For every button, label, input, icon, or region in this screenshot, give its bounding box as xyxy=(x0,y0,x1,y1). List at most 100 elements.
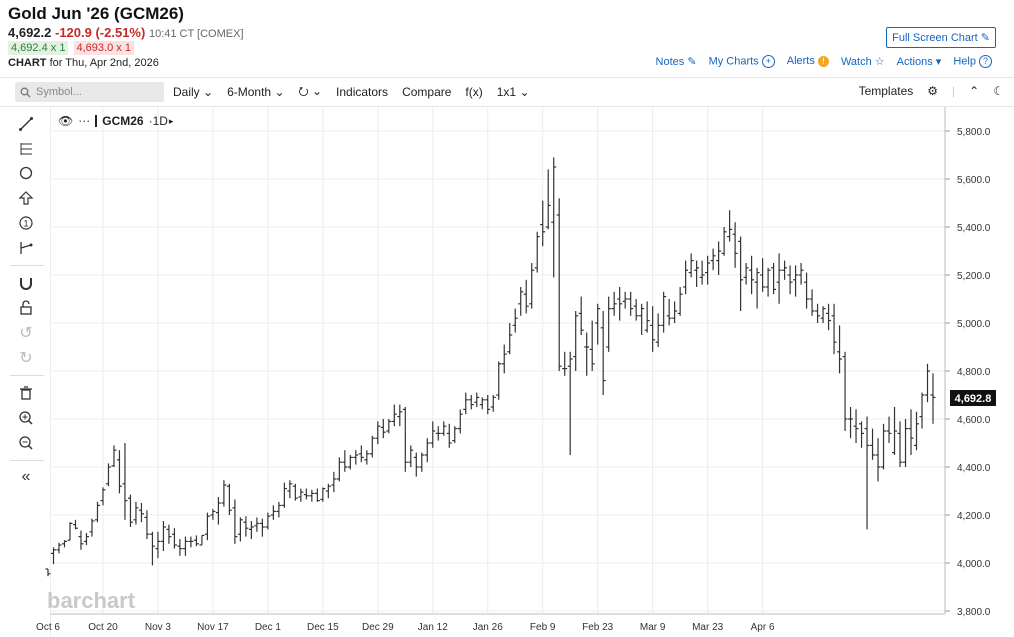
ohlc-bar xyxy=(848,407,854,439)
bar-type-dropdown[interactable]: ⭮ ⌄ xyxy=(299,82,323,103)
toolbar-right: Templates ⚙ | ⌃ ☾ xyxy=(859,84,1004,98)
ohlc-bar xyxy=(919,392,925,429)
notes-link[interactable]: Notes ✎ xyxy=(656,55,697,68)
price-bars xyxy=(45,157,936,577)
ohlc-bar xyxy=(419,452,425,472)
ohlc-bar xyxy=(138,503,144,523)
pencil-icon: ✎ xyxy=(980,32,990,44)
drawing-toolbar: 1 ↺ ↻ « xyxy=(0,107,51,637)
fx-button[interactable]: f(x) xyxy=(465,85,483,99)
ohlc-bar xyxy=(721,227,727,256)
full-screen-label: Full Screen Chart xyxy=(892,32,978,44)
x-tick-label: Feb 23 xyxy=(582,622,614,633)
ohlc-bar-icon: ⭮ xyxy=(298,83,309,98)
ohlc-bar xyxy=(782,260,788,280)
dark-mode-icon[interactable]: ☾ xyxy=(993,84,1004,98)
ohlc-bar xyxy=(232,499,238,544)
plus-circle-icon: + xyxy=(761,55,775,68)
ohlc-bar xyxy=(270,505,276,520)
indicators-button[interactable]: Indicators xyxy=(336,85,389,99)
ohlc-bar xyxy=(474,392,480,407)
ohlc-bar xyxy=(105,463,111,487)
zoom-in-icon[interactable] xyxy=(17,409,35,427)
zoom-out-icon[interactable] xyxy=(17,434,35,452)
ohlc-bar xyxy=(760,258,766,292)
y-tick-label: 4,600.0 xyxy=(957,415,991,426)
collapse-icon[interactable]: ⌃ xyxy=(969,84,980,98)
redo-icon[interactable]: ↻ xyxy=(19,350,33,367)
ohlc-bar xyxy=(595,303,601,345)
alerts-link[interactable]: Alerts ! xyxy=(787,55,829,68)
help-icon: ? xyxy=(979,55,992,68)
ohlc-bar xyxy=(314,488,320,502)
star-icon: ☆ xyxy=(874,56,885,68)
more-icon[interactable]: ⋯ xyxy=(78,114,91,128)
bid-badge: 4,692.4 x 1 xyxy=(8,41,69,55)
ohlc-bar xyxy=(562,351,568,376)
ohlc-bar xyxy=(611,291,617,316)
ohlc-bar xyxy=(507,323,513,355)
ohlc-bar xyxy=(248,521,254,539)
x-tick-label: Mar 9 xyxy=(640,622,666,633)
annotation-icon[interactable]: 1 xyxy=(17,214,35,232)
undo-icon[interactable]: ↺ xyxy=(19,325,33,342)
ohlc-bar xyxy=(666,299,672,326)
interval-dropdown[interactable]: Daily ⌄ xyxy=(173,85,213,99)
magnet-icon[interactable] xyxy=(17,274,35,292)
ohlc-bar xyxy=(672,301,678,323)
chart-toolbar: Symbol... Daily ⌄ 6-Month ⌄ ⭮ ⌄ Indicato… xyxy=(0,77,1014,107)
ohlc-bar xyxy=(727,210,733,242)
templates-button[interactable]: Templates xyxy=(858,84,914,98)
legend-dot: · xyxy=(148,114,153,128)
ohlc-bar xyxy=(325,483,331,499)
ohlc-bar xyxy=(353,450,359,465)
symbol-search-input[interactable]: Symbol... xyxy=(15,82,164,102)
ohlc-bar xyxy=(116,450,122,494)
shape-icon[interactable] xyxy=(17,164,35,182)
ohlc-bar xyxy=(72,519,78,530)
ohlc-bar xyxy=(160,521,166,551)
arrow-up-icon[interactable] xyxy=(17,189,35,207)
ohlc-bar xyxy=(512,308,518,333)
x-tick-label: Apr 6 xyxy=(751,622,775,633)
ohlc-bar xyxy=(573,311,579,371)
help-link[interactable]: Help ? xyxy=(953,55,992,68)
collapse-sidebar-icon[interactable]: « xyxy=(21,468,31,485)
ohlc-bar xyxy=(793,265,799,297)
actions-menu[interactable]: Actions ▾ xyxy=(897,55,942,68)
ohlc-bar xyxy=(826,303,832,331)
ohlc-bar xyxy=(556,198,562,371)
search-placeholder: Symbol... xyxy=(36,86,82,98)
ohlc-bar xyxy=(358,445,364,463)
trendline-icon[interactable] xyxy=(17,115,35,133)
search-icon xyxy=(20,87,31,97)
compare-button[interactable]: Compare xyxy=(402,85,452,99)
ohlc-bar xyxy=(732,222,738,268)
fibonacci-icon[interactable] xyxy=(17,140,35,158)
ohlc-bar xyxy=(369,435,375,458)
full-screen-chart-button[interactable]: Full Screen Chart ✎ xyxy=(886,27,996,48)
lock-icon[interactable] xyxy=(17,299,35,317)
watch-link[interactable]: Watch ☆ xyxy=(841,55,885,68)
separator xyxy=(10,460,44,461)
ohlc-bar xyxy=(749,255,755,295)
layout-dropdown[interactable]: 1x1 ⌄ xyxy=(497,85,530,99)
chevron-down-icon: ⌄ xyxy=(519,85,530,99)
ohlc-bar xyxy=(375,421,381,445)
x-tick-label: Nov 17 xyxy=(197,622,229,633)
ohlc-bar xyxy=(639,303,645,335)
alerts-label: Alerts xyxy=(786,55,815,67)
trash-icon[interactable] xyxy=(17,384,35,402)
ohlc-bar xyxy=(710,248,716,271)
range-dropdown[interactable]: 6-Month ⌄ xyxy=(227,85,284,99)
my-charts-link[interactable]: My Charts + xyxy=(709,55,775,68)
ohlc-bar xyxy=(914,411,920,451)
chart-date: for Thu, Apr 2nd, 2026 xyxy=(49,57,159,69)
measure-icon[interactable] xyxy=(17,239,35,257)
gear-icon[interactable]: ⚙ xyxy=(927,84,939,98)
page-title: Gold Jun '26 (GCM26) xyxy=(8,4,184,23)
y-tick-label: 5,400.0 xyxy=(957,223,991,234)
ohlc-bar xyxy=(683,260,689,295)
eye-icon[interactable]: 👁 xyxy=(58,114,74,128)
